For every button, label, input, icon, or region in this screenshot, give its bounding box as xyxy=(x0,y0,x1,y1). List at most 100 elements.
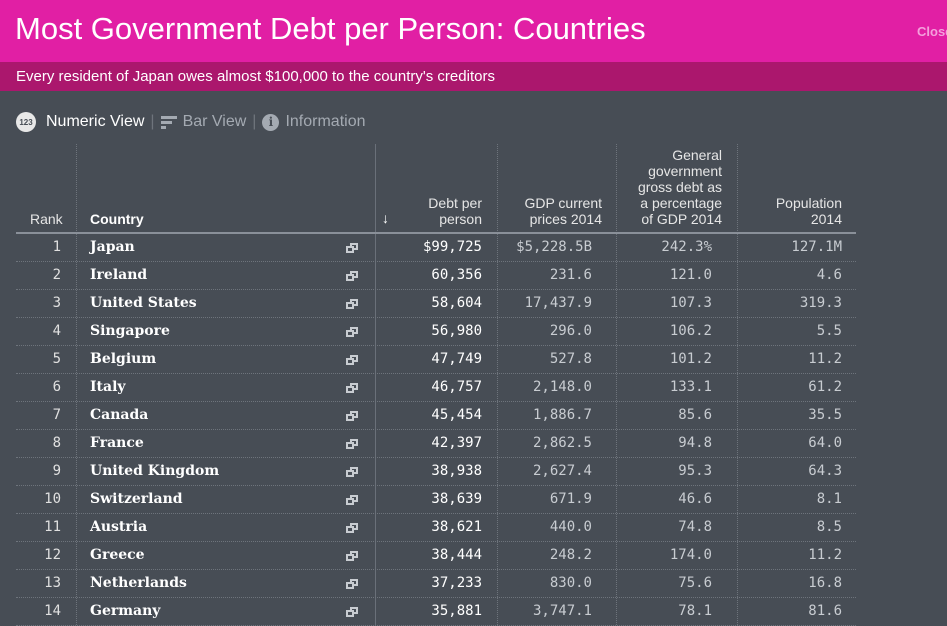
debt-cell: 38,621 xyxy=(431,519,482,535)
country-cell: France xyxy=(90,435,144,451)
popout-icon[interactable] xyxy=(346,243,358,253)
country-cell: Canada xyxy=(90,407,149,423)
population-cell: 81.6 xyxy=(808,603,842,619)
popout-icon[interactable] xyxy=(346,467,358,477)
debt-cell: 46,757 xyxy=(431,379,482,395)
debt-cell: 38,444 xyxy=(431,547,482,563)
sort-arrow-icon[interactable]: ↓ xyxy=(382,210,389,226)
debt-pct-cell: 94.8 xyxy=(678,435,712,451)
popout-icon[interactable] xyxy=(346,523,358,533)
rank-cell: 1 xyxy=(52,239,61,255)
debt-pct-cell: 106.2 xyxy=(669,323,712,339)
gdp-cell: 231.6 xyxy=(549,267,592,283)
tab-bar-view[interactable]: Bar View xyxy=(160,113,246,131)
column-header-gdp[interactable]: GDP current prices 2014 xyxy=(524,195,602,227)
debt-cell: 56,980 xyxy=(431,323,482,339)
population-cell: 8.5 xyxy=(816,519,842,535)
debt-pct-cell: 101.2 xyxy=(669,351,712,367)
table-row[interactable]: 4 Singapore 56,980 296.0 106.2 5.5 xyxy=(16,318,856,346)
population-cell: 64.0 xyxy=(808,435,842,451)
popout-icon[interactable] xyxy=(346,495,358,505)
country-cell: Austria xyxy=(90,519,148,535)
population-cell: 127.1M xyxy=(791,239,842,255)
popout-icon[interactable] xyxy=(346,551,358,561)
popout-icon[interactable] xyxy=(346,299,358,309)
subheader-bar: Every resident of Japan owes almost $100… xyxy=(0,62,947,91)
popout-icon[interactable] xyxy=(346,439,358,449)
country-cell: Netherlands xyxy=(90,575,187,591)
page-title: Most Government Debt per Person: Countri… xyxy=(15,11,646,46)
country-cell: Italy xyxy=(90,379,126,395)
population-cell: 11.2 xyxy=(808,351,842,367)
table-row[interactable]: 5 Belgium 47,749 527.8 101.2 11.2 xyxy=(16,346,856,374)
gdp-cell: 2,627.4 xyxy=(532,463,592,479)
gdp-cell: 296.0 xyxy=(549,323,592,339)
tab-information[interactable]: i Information xyxy=(262,113,366,131)
page-subtitle: Every resident of Japan owes almost $100… xyxy=(16,68,495,85)
popout-icon[interactable] xyxy=(346,411,358,421)
debt-cell: 35,881 xyxy=(431,603,482,619)
population-cell: 64.3 xyxy=(808,463,842,479)
rank-cell: 11 xyxy=(44,519,61,535)
gdp-cell: 2,862.5 xyxy=(532,435,592,451)
popout-icon[interactable] xyxy=(346,579,358,589)
close-button[interactable]: Close xyxy=(917,24,947,39)
debt-cell: 58,604 xyxy=(431,295,482,311)
table-row[interactable]: 6 Italy 46,757 2,148.0 133.1 61.2 xyxy=(16,374,856,402)
column-divider xyxy=(76,144,77,625)
table-row[interactable]: 8 France 42,397 2,862.5 94.8 64.0 xyxy=(16,430,856,458)
country-cell: Singapore xyxy=(90,323,170,339)
column-header-pct[interactable]: General government gross debt as a perce… xyxy=(637,147,722,227)
country-cell: United States xyxy=(90,295,197,311)
column-header-debt[interactable]: Debt per person xyxy=(428,195,482,227)
debt-pct-cell: 75.6 xyxy=(678,575,712,591)
table-body: 1 Japan $99,725 $5,228.5B 242.3% 127.1M … xyxy=(16,234,856,626)
debt-pct-cell: 78.1 xyxy=(678,603,712,619)
rank-cell: 12 xyxy=(44,547,61,563)
debt-cell: 38,639 xyxy=(431,491,482,507)
view-separator: | xyxy=(150,113,155,130)
column-header-rank[interactable]: Rank xyxy=(30,211,63,227)
table-row[interactable]: 11 Austria 38,621 440.0 74.8 8.5 xyxy=(16,514,856,542)
table-row[interactable]: 1 Japan $99,725 $5,228.5B 242.3% 127.1M xyxy=(16,234,856,262)
gdp-cell: 830.0 xyxy=(549,575,592,591)
table-row[interactable]: 9 United Kingdom 38,938 2,627.4 95.3 64.… xyxy=(16,458,856,486)
table-row[interactable]: 7 Canada 45,454 1,886.7 85.6 35.5 xyxy=(16,402,856,430)
population-cell: 319.3 xyxy=(799,295,842,311)
population-cell: 35.5 xyxy=(808,407,842,423)
popout-icon[interactable] xyxy=(346,327,358,337)
tab-numeric-view[interactable]: 123 Numeric View xyxy=(16,112,144,132)
popout-icon[interactable] xyxy=(346,383,358,393)
population-cell: 61.2 xyxy=(808,379,842,395)
debt-pct-cell: 133.1 xyxy=(669,379,712,395)
rank-cell: 13 xyxy=(44,575,61,591)
table-row[interactable]: 14 Germany 35,881 3,747.1 78.1 81.6 xyxy=(16,598,856,626)
country-cell: Belgium xyxy=(90,351,157,367)
rank-cell: 7 xyxy=(52,407,61,423)
column-header-population[interactable]: Population 2014 xyxy=(775,195,842,227)
column-header-country[interactable]: Country xyxy=(90,211,144,227)
table-row[interactable]: 3 United States 58,604 17,437.9 107.3 31… xyxy=(16,290,856,318)
population-cell: 5.5 xyxy=(816,323,842,339)
rank-cell: 8 xyxy=(52,435,61,451)
table-row[interactable]: 13 Netherlands 37,233 830.0 75.6 16.8 xyxy=(16,570,856,598)
debt-pct-cell: 74.8 xyxy=(678,519,712,535)
numeric-view-icon: 123 xyxy=(16,112,36,132)
gdp-cell: 1,886.7 xyxy=(532,407,592,423)
table-row[interactable]: 12 Greece 38,444 248.2 174.0 11.2 xyxy=(16,542,856,570)
gdp-cell: 440.0 xyxy=(549,519,592,535)
table-row[interactable]: 10 Switzerland 38,639 671.9 46.6 8.1 xyxy=(16,486,856,514)
column-divider xyxy=(497,144,498,625)
population-cell: 11.2 xyxy=(808,547,842,563)
debt-pct-cell: 46.6 xyxy=(678,491,712,507)
tab-numeric-view-label: Numeric View xyxy=(46,113,145,130)
debt-pct-cell: 242.3% xyxy=(661,239,712,255)
popout-icon[interactable] xyxy=(346,607,358,617)
debt-pct-cell: 174.0 xyxy=(669,547,712,563)
country-cell: Japan xyxy=(90,239,135,255)
debt-pct-cell: 121.0 xyxy=(669,267,712,283)
table-row[interactable]: 2 Ireland 60,356 231.6 121.0 4.6 xyxy=(16,262,856,290)
country-cell: United Kingdom xyxy=(90,463,220,479)
popout-icon[interactable] xyxy=(346,355,358,365)
popout-icon[interactable] xyxy=(346,271,358,281)
